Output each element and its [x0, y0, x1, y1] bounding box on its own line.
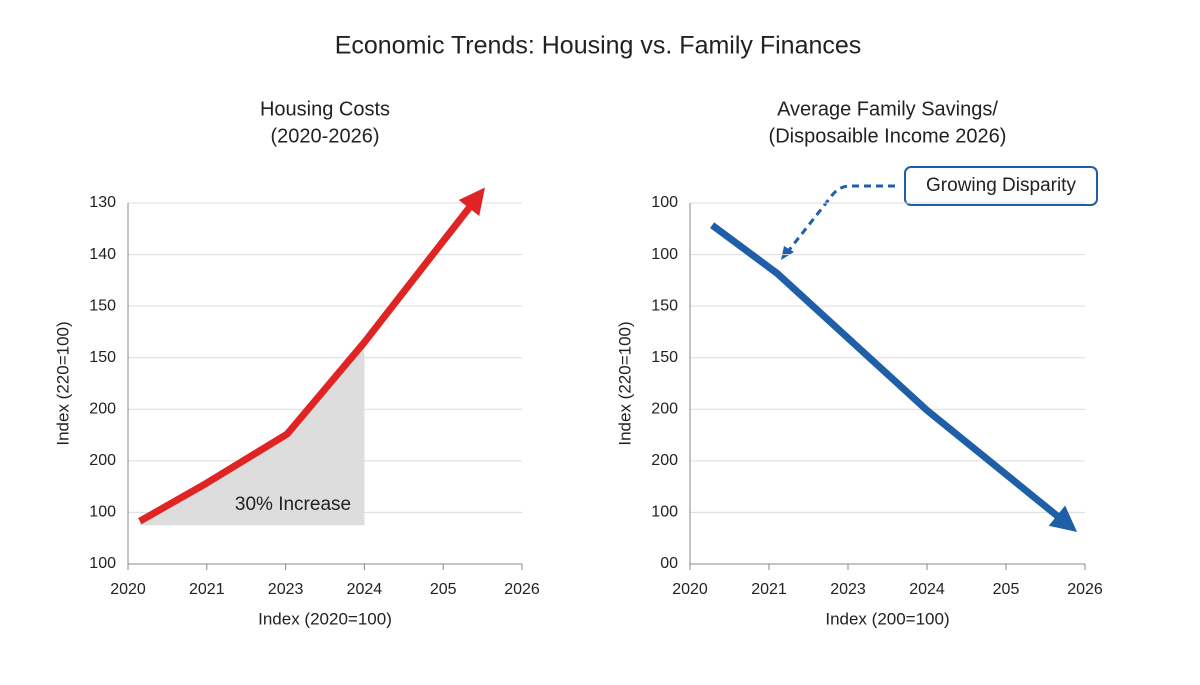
x-axis-label: Index (2020=100) [258, 609, 392, 628]
y-tick-label: 200 [89, 452, 116, 469]
annotation: 30% Increase [235, 494, 351, 515]
x-tick-label: 2021 [751, 581, 787, 598]
page-title: Economic Trends: Housing vs. Family Fina… [335, 32, 862, 60]
area [139, 342, 365, 526]
line [138, 201, 476, 525]
y-tick-label: 150 [651, 349, 678, 366]
x-tick-label: 205 [993, 581, 1020, 598]
x-tick-label: 205 [430, 581, 457, 598]
chart-title: Average Family Savings/ [777, 98, 998, 120]
y-tick-label: 150 [89, 349, 116, 366]
chart-title: (2020-2026) [271, 125, 380, 147]
x-tick-label: 2026 [1067, 581, 1103, 598]
y-tick-label: 150 [651, 297, 678, 314]
y-tick-label: 200 [651, 452, 678, 469]
y-axis-label: Index (220=100) [53, 321, 72, 445]
annotation-arrow-head [781, 246, 794, 260]
x-axis-label: Index (200=100) [825, 609, 949, 628]
x-tick-label: 2024 [347, 581, 383, 598]
y-tick-label: 150 [89, 297, 116, 314]
x-tick-label: 2020 [672, 581, 708, 598]
y-tick-label: 00 [660, 555, 678, 572]
annotation: Growing Disparity [926, 175, 1076, 196]
y-tick-label: 100 [651, 246, 678, 263]
x-tick-label: 2023 [830, 581, 866, 598]
chart-title: (Disposaible Income 2026) [769, 125, 1007, 147]
arrow-head [458, 187, 485, 217]
y-tick-label: 100 [89, 555, 116, 572]
y-tick-label: 200 [89, 401, 116, 418]
y-tick-label: 140 [89, 246, 116, 263]
x-tick-label: 2024 [909, 581, 945, 598]
y-tick-label: 200 [651, 401, 678, 418]
chart-title: Housing Costs [260, 98, 390, 120]
annotation-box [904, 166, 1098, 206]
y-tick-label: 130 [89, 194, 116, 211]
y-axis-label: Index (220=100) [615, 321, 634, 445]
y-tick-label: 100 [89, 504, 116, 521]
y-tick-label: 100 [651, 504, 678, 521]
arrow-head [1048, 505, 1078, 533]
x-tick-label: 2026 [504, 581, 540, 598]
x-tick-label: 2020 [110, 581, 146, 598]
y-tick-label: 100 [651, 194, 678, 211]
x-tick-label: 2023 [268, 581, 304, 598]
line [710, 222, 1064, 523]
x-tick-label: 2021 [189, 581, 225, 598]
annotation-arrow [784, 184, 895, 255]
